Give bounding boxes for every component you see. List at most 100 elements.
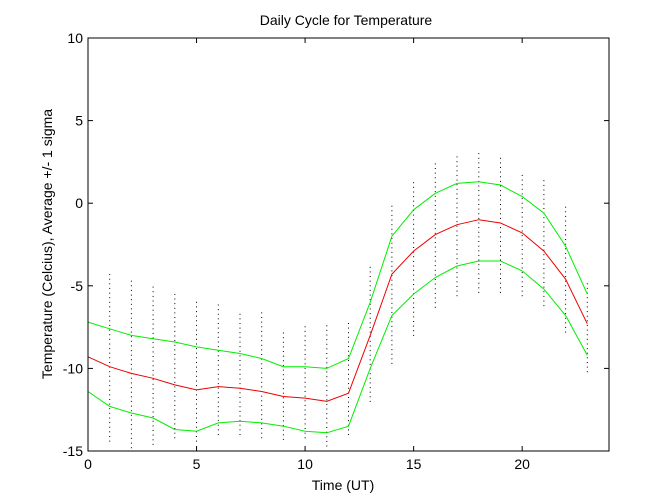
observation-point — [217, 304, 219, 306]
observation-point — [369, 345, 371, 347]
observation-point — [369, 382, 371, 384]
observation-point — [282, 346, 284, 348]
observation-point — [500, 176, 501, 178]
observation-point — [348, 364, 349, 366]
observation-point — [239, 420, 241, 422]
observation-point — [478, 213, 480, 215]
observation-point — [174, 377, 176, 379]
observation-column — [196, 301, 197, 442]
observation-column — [456, 156, 458, 297]
observation-point — [586, 343, 588, 345]
observation-point — [174, 432, 176, 434]
observation-point — [282, 406, 284, 408]
observation-point — [261, 326, 263, 328]
observation-point — [174, 418, 176, 420]
observation-point — [434, 260, 436, 262]
observation-point — [565, 317, 567, 319]
observation-point — [282, 337, 284, 339]
observation-point — [434, 168, 436, 169]
observation-point — [304, 326, 306, 328]
observation-point — [391, 242, 393, 244]
observation-point — [174, 321, 176, 323]
observation-point — [391, 279, 393, 281]
observation-point — [478, 268, 480, 270]
observation-point — [326, 334, 328, 336]
observation-point — [174, 349, 176, 351]
observation-point — [217, 313, 219, 315]
observation-point — [478, 287, 480, 289]
observation-point — [543, 226, 545, 228]
observation-point — [521, 235, 523, 237]
observation-point — [282, 383, 284, 385]
observation-point — [543, 245, 545, 246]
observation-point — [434, 223, 436, 225]
series-line-average-1-sigma — [87, 181, 588, 369]
observation-point — [282, 438, 284, 440]
observation-point — [391, 238, 393, 240]
observation-point — [217, 369, 219, 371]
observation-point — [348, 327, 349, 329]
observation-point — [369, 285, 371, 287]
observation-point — [109, 371, 111, 373]
observation-point — [434, 279, 436, 280]
observation-point — [413, 191, 415, 193]
observation-point — [282, 364, 284, 366]
observation-point — [391, 358, 393, 360]
observation-point — [109, 408, 111, 410]
observation-point — [521, 230, 523, 232]
observation-point — [543, 277, 545, 279]
observation-point — [304, 381, 306, 383]
observation-column — [282, 332, 284, 440]
observation-point — [152, 434, 154, 436]
observation-point — [304, 437, 306, 439]
plot-area — [87, 153, 588, 449]
observation-point — [217, 420, 219, 422]
observation-point — [565, 211, 567, 213]
observation-point — [391, 284, 393, 286]
observation-column — [434, 163, 436, 308]
observation-point — [434, 306, 436, 308]
observation-point — [239, 373, 241, 375]
observation-point — [130, 280, 132, 282]
observation-point — [500, 208, 501, 210]
observation-point — [521, 184, 523, 186]
observation-point — [196, 380, 197, 382]
observation-point — [217, 360, 219, 361]
observation-point — [369, 340, 371, 342]
observation-point — [391, 316, 393, 318]
x-tick-label: 15 — [406, 456, 422, 472]
observation-point — [196, 436, 197, 437]
observation-point — [304, 400, 306, 402]
observation-point — [130, 368, 132, 370]
observation-point — [109, 301, 111, 303]
observation-point — [109, 315, 111, 317]
observation-point — [130, 331, 132, 333]
observation-point — [521, 249, 523, 250]
observation-point — [543, 235, 545, 237]
observation-point — [565, 229, 567, 231]
observation-point — [217, 434, 219, 435]
observation-point — [152, 406, 154, 408]
observation-point — [196, 371, 197, 373]
observation-point — [130, 433, 132, 435]
observation-point — [196, 334, 197, 336]
observation-point — [348, 355, 349, 357]
observation-point — [261, 386, 263, 388]
observation-point — [434, 269, 436, 271]
observation-point — [543, 286, 545, 288]
observation-point — [152, 388, 154, 390]
observation-point — [239, 327, 241, 329]
observation-point — [391, 247, 393, 249]
observation-point — [304, 354, 306, 355]
observation-point — [174, 326, 176, 328]
observation-point — [261, 312, 263, 314]
observation-point — [456, 244, 458, 246]
observation-point — [326, 366, 328, 368]
observation-point — [261, 317, 263, 318]
observation-point — [456, 239, 458, 241]
observation-point — [217, 401, 219, 403]
observation-point — [109, 283, 111, 285]
observation-point — [369, 350, 371, 352]
observation-point — [391, 293, 393, 295]
